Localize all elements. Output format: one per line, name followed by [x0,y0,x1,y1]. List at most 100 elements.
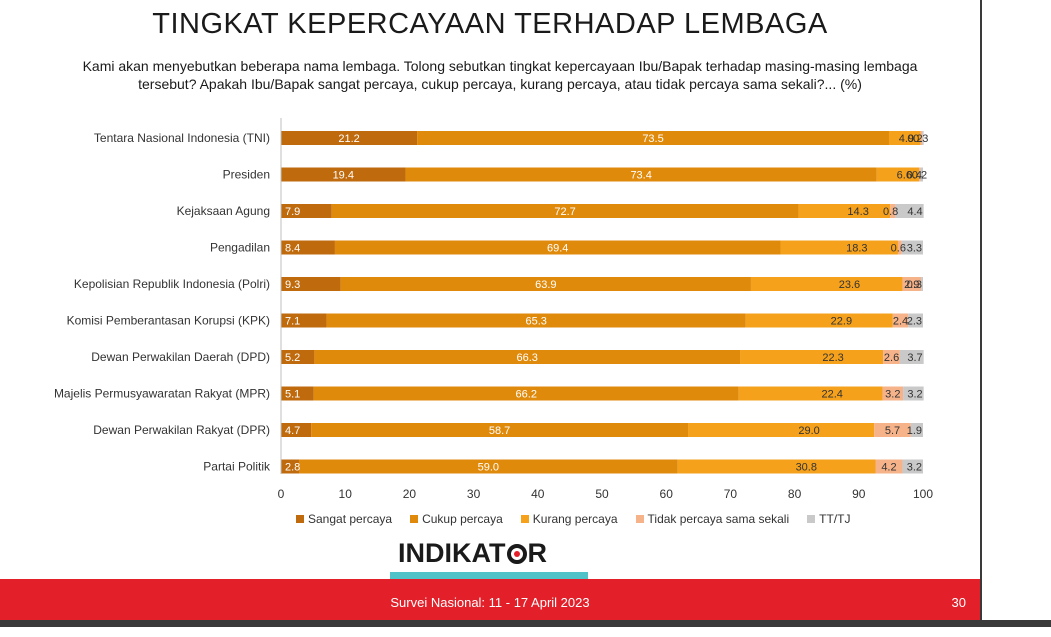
logo-accent-bar [390,572,588,579]
bar-segment [890,204,896,218]
data-label: 66.2 [516,389,537,401]
x-tick-label: 10 [339,487,353,501]
legend-swatch [410,515,419,523]
logo-text-left: INDIKAT [398,538,506,568]
page-number: 30 [951,595,966,610]
data-label: 18.3 [846,243,867,255]
data-label: 0.8 [883,206,898,218]
bar-segment [281,240,335,255]
category-label: Tentara Nasional Indonesia (TNI) [94,131,270,145]
category-label: Kepolisian Republik Indonesia (Polri) [74,277,270,291]
chart-legend: Sangat percaya Cukup percaya Kurang percay… [296,512,850,526]
data-label: 3.2 [885,389,900,401]
bar-segment [281,204,332,218]
data-label: 66.3 [516,352,537,364]
bar-segment [334,240,781,255]
legend-item: TT/TJ [807,512,850,526]
data-label: 7.9 [285,206,300,218]
data-label: 9.3 [285,279,300,291]
data-label: 23.6 [839,279,860,291]
category-label: Komisi Pemberantasan Korupsi (KPK) [67,314,270,328]
data-label: 3.7 [907,352,922,364]
bar-segment [331,204,799,218]
x-axis-ticks: 0 10 20 30 40 50 60 70 80 90 100 [278,487,934,501]
data-label: 58.7 [489,425,510,437]
data-label: 5.7 [885,425,900,437]
bar-segment [876,167,920,182]
data-label: 21.2 [338,133,359,145]
legend-item: Sangat percaya [296,512,392,526]
x-tick-label: 70 [724,487,738,501]
data-label: 19.4 [333,170,354,182]
legend-item: Kurang percaya [520,512,618,526]
bar-series [281,131,924,474]
bar-segment [903,386,924,401]
bar-segment [417,131,889,145]
category-label: Pengadilan [210,241,270,255]
category-label: Partai Politik [203,460,271,474]
bar-segment [281,167,406,182]
data-label: 59.0 [478,462,499,474]
slide: TINGKAT KEPERCAYAAN TERHADAP LEMBAGA Kam… [0,8,980,620]
legend-swatch [635,515,644,523]
data-label: 22.9 [831,316,852,328]
data-label: 0.2 [912,170,927,182]
footer-bar: Survei Nasional: 11 - 17 April 2023 30 [0,579,980,620]
bar-segment [892,313,909,328]
bar-segment [281,131,418,145]
x-tick-label: 0 [278,487,285,501]
bar-segment [738,386,883,401]
x-tick-label: 50 [595,487,609,501]
bar-segment [920,167,923,182]
data-label: 22.3 [822,352,843,364]
data-label: 2.9 [904,279,919,291]
bar-segment [340,277,751,291]
bar-segment [677,459,876,474]
bar-segment [895,204,924,218]
data-label: 0.3 [907,279,922,291]
indikator-logo: INDIKAT R [398,538,547,569]
bar-segment [920,131,923,145]
data-label: 3.2 [907,389,922,401]
data-label: 65.3 [525,316,546,328]
data-label: 5.2 [285,352,300,364]
bar-segment [314,350,741,364]
data-label: 30.8 [796,462,817,474]
bar-segment [908,313,923,328]
data-label: 0.4 [907,170,922,182]
data-label: 1.9 [907,425,922,437]
bar-segment [281,313,327,328]
bar-segment [899,350,924,364]
bar-segment [888,131,921,145]
data-label: 14.3 [847,206,868,218]
bar-segment [919,167,921,182]
bar-segment [281,423,312,437]
data-label: 0.2 [907,133,922,145]
bar-segment [910,423,923,437]
bar-segment [901,240,923,255]
bar-segment [745,313,893,328]
right-margin-panel [980,0,1051,637]
data-label: 8.4 [285,243,300,255]
logo-o-icon [506,544,527,564]
bar-segment [688,423,875,437]
bar-segment [281,350,315,364]
logo-text-right: R [527,538,548,568]
category-label: Majelis Permusyawaratan Rakyat (MPR) [54,387,270,401]
category-labels: Tentara Nasional Indonesia (TNI) Presiden… [54,131,271,474]
data-label: 5.1 [285,389,300,401]
page-title: TINGKAT KEPERCAYAAN TERHADAP LEMBAGA [152,8,828,40]
bar-segment [922,131,924,145]
bar-segment [281,386,314,401]
legend-label: TT/TJ [819,512,851,526]
legend-label: Tidak percaya sama sekali [647,512,790,526]
category-label: Dewan Perwakilan Daerah (DPD) [91,350,270,364]
data-label: 4.4 [907,206,922,218]
legend-swatch [520,515,529,523]
data-label: 3.3 [907,243,922,255]
data-label: 4.2 [881,462,896,474]
bar-segment [875,459,903,474]
data-label: 2.8 [285,462,300,474]
category-label: Presiden [223,168,270,182]
data-label: 72.7 [554,206,575,218]
